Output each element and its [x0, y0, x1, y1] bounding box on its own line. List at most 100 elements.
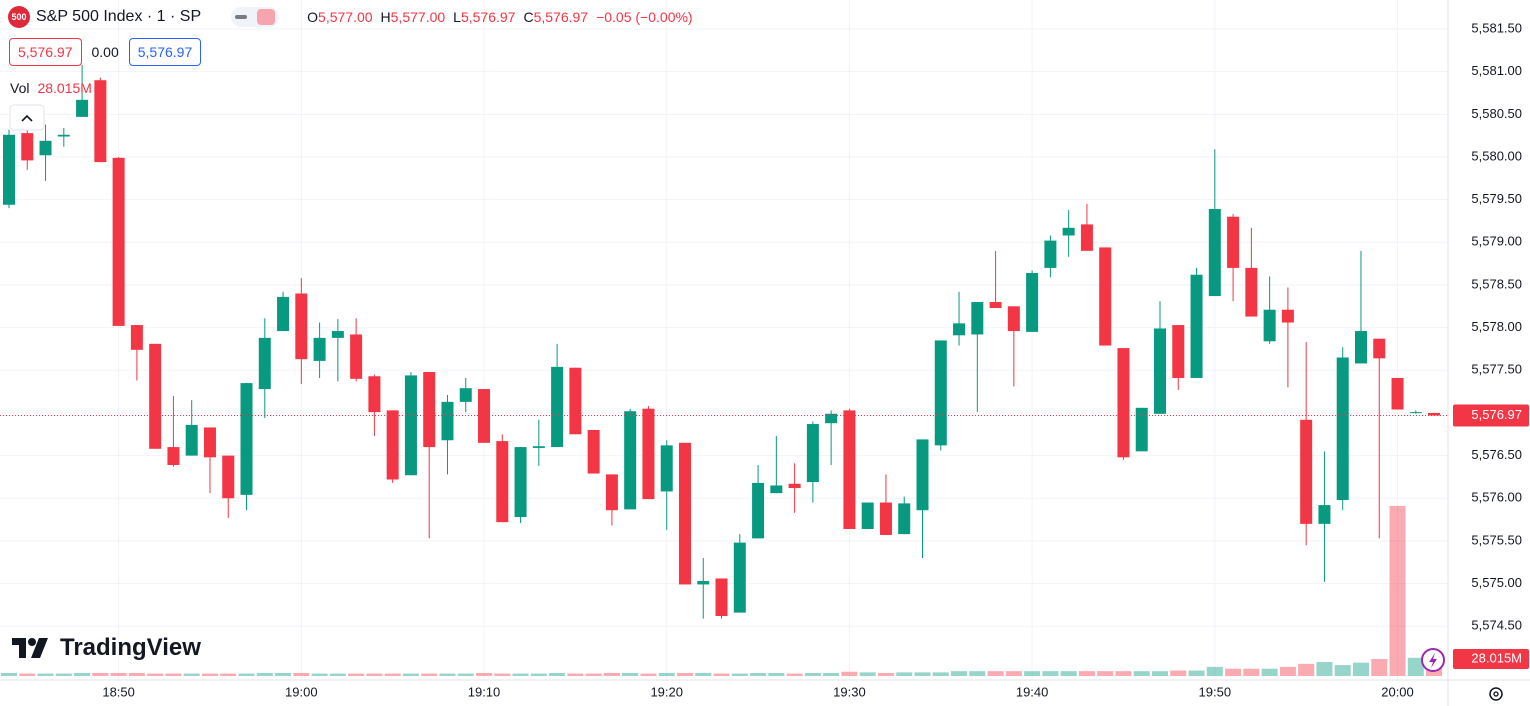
ohlc-item: H5,577.00	[381, 9, 446, 25]
candle-body	[770, 485, 783, 494]
volume-bar	[329, 673, 346, 676]
volume-bar	[1024, 671, 1041, 676]
volume-bar	[1279, 666, 1296, 676]
x-tick-label: 20:00	[1381, 684, 1414, 699]
candle-body	[277, 296, 290, 332]
y-tick-label: 5,574.50	[1471, 618, 1522, 633]
button-bg[interactable]	[9, 104, 45, 131]
candle-body	[441, 401, 454, 441]
candle-body	[57, 134, 70, 137]
volume-bar	[1060, 671, 1077, 676]
volume-bar	[74, 672, 91, 676]
y-tick-label: 5,575.00	[1471, 575, 1522, 590]
candle-body	[203, 427, 216, 458]
x-tick-label: 19:00	[285, 684, 318, 699]
volume-bar	[914, 672, 931, 676]
candle-body	[258, 337, 271, 390]
volume-bar	[804, 672, 821, 676]
volume-bar	[713, 673, 730, 676]
y-tick-label: 5,580.50	[1471, 106, 1522, 121]
plot	[0, 64, 1448, 676]
last-volume-box	[1453, 648, 1529, 669]
gear-icon[interactable]	[1489, 687, 1503, 701]
volume-bar	[1115, 671, 1132, 676]
candle-body	[295, 293, 308, 360]
y-tick-label: 5,575.50	[1471, 532, 1522, 547]
y-tick-label: 5,581.50	[1471, 20, 1522, 35]
symbol-badge: 500	[8, 6, 30, 28]
ohlc-key: C	[523, 9, 534, 25]
candle-body	[1007, 306, 1020, 332]
volume-bar	[1206, 666, 1223, 676]
candle-body	[1300, 419, 1313, 524]
toggle[interactable]	[231, 7, 280, 27]
candle-body	[350, 334, 363, 379]
candle-body	[1409, 412, 1422, 414]
candle-body	[587, 430, 600, 474]
candle-body	[149, 343, 162, 449]
candle-body	[569, 367, 582, 435]
candle-body	[532, 446, 545, 448]
volume-bar	[165, 673, 182, 676]
candle-body	[185, 424, 198, 456]
candle-body	[313, 337, 326, 361]
gear-hub[interactable]	[1493, 691, 1499, 697]
candle-body	[1208, 209, 1221, 297]
volume-bar	[19, 673, 36, 676]
volume-bar	[695, 672, 712, 676]
lightning-icon[interactable]	[1429, 653, 1437, 668]
volume-bar	[1188, 670, 1205, 676]
volume-bar	[110, 672, 127, 676]
ohlc-key: O	[307, 9, 319, 25]
caret-icon[interactable]	[21, 114, 33, 122]
candle-body	[3, 134, 15, 205]
symbol[interactable]: S&P 500 Index · 1 · SP	[36, 8, 202, 25]
volume-bar	[92, 672, 109, 676]
y-tick-label: 5,579.50	[1471, 191, 1522, 206]
ohlc-item: L5,576.97	[453, 9, 515, 25]
volume-bar	[366, 673, 383, 676]
candle-body	[1062, 227, 1075, 236]
y-tick-label: 5,581.00	[1471, 63, 1522, 78]
ohlc-key: L	[453, 9, 461, 25]
candle-body	[1080, 224, 1093, 251]
volume-bar	[1078, 671, 1095, 676]
volume-bar	[768, 672, 785, 676]
candle-body	[1263, 309, 1276, 342]
candle-body	[806, 424, 819, 483]
candle-body	[605, 474, 618, 511]
volume-bar	[402, 673, 419, 676]
last-price-box	[1453, 404, 1529, 427]
last-volume-label: 28.015M	[1471, 650, 1522, 665]
ask[interactable]: 5,576.97	[128, 38, 202, 66]
volume-legend: Vol 28.015M	[10, 80, 92, 96]
candle-body	[478, 389, 491, 443]
candle-body	[1336, 357, 1349, 500]
candle-body	[1172, 325, 1185, 378]
volume-bar	[750, 672, 767, 676]
candle-body	[1227, 216, 1240, 268]
volume-bar	[932, 672, 949, 676]
volume-bar	[1371, 658, 1388, 676]
scroll-up-button[interactable]	[9, 104, 45, 131]
candle-body	[1135, 407, 1148, 452]
candle-body	[21, 133, 34, 161]
candle-body	[624, 411, 637, 510]
logo-text: TradingView	[60, 634, 201, 661]
x-tick-label: 19:50	[1199, 684, 1232, 699]
volume-bar	[1352, 662, 1369, 676]
volume-value: 28.015M	[37, 80, 92, 96]
candle-body	[971, 302, 984, 335]
volume-bar	[457, 673, 474, 676]
volume-bar	[585, 673, 602, 676]
bid[interactable]: 5,576.97	[9, 38, 82, 66]
ohlc-value: 5,576.97	[533, 9, 589, 25]
volume-bar	[951, 671, 968, 676]
settings-button[interactable]	[1489, 687, 1503, 701]
lightning-button[interactable]	[1421, 648, 1445, 672]
candle-body	[514, 447, 527, 518]
logo: TradingView	[12, 634, 201, 662]
volume-bar	[896, 672, 913, 676]
ohlc-value: 5,577.00	[318, 9, 373, 25]
volume-bar	[1, 672, 17, 676]
